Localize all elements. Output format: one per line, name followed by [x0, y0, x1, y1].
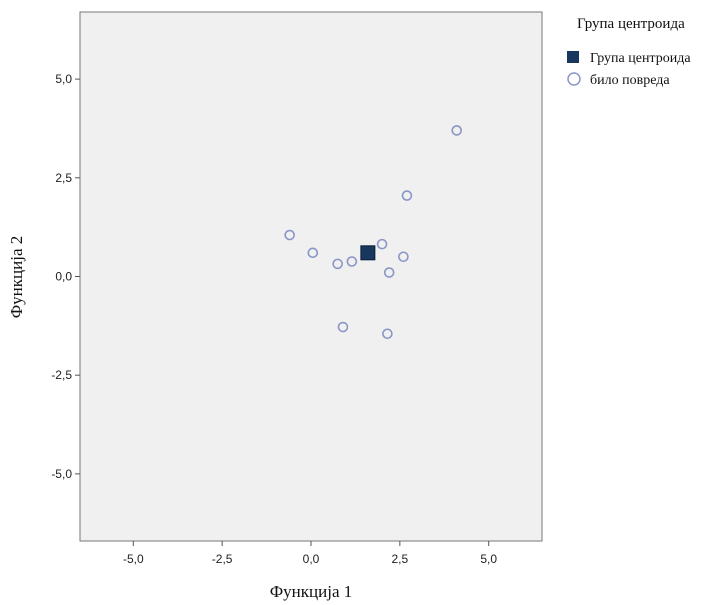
x-tick-label: 5,0 [480, 552, 497, 566]
x-tick-label: -5,0 [123, 552, 144, 566]
data-point [383, 267, 395, 278]
data-point [401, 190, 413, 201]
centroid-marker [360, 245, 376, 261]
y-tick-label: 0,0 [55, 270, 72, 284]
x-axis-title: Функција 1 [270, 582, 353, 601]
data-point [382, 328, 393, 340]
data-point [307, 247, 319, 259]
y-axis-title: Функција 2 [7, 236, 26, 319]
data-point [284, 229, 295, 241]
x-tick-label: 0,0 [303, 552, 320, 566]
plot-area [79, 11, 543, 542]
y-tick-label: -5,0 [51, 467, 72, 481]
data-points [284, 125, 463, 340]
data-point [398, 251, 409, 263]
legend-marker-centroid [567, 51, 579, 63]
data-point [337, 321, 349, 333]
legend-title: Група центроида [577, 16, 685, 32]
data-point [376, 238, 388, 250]
legend-label-centroid: Група центроида [590, 51, 691, 66]
x-tick-label: -2,5 [212, 552, 233, 566]
legend-marker-injury [567, 72, 581, 86]
legend-label-injury: било повреда [590, 73, 670, 88]
y-tick-label: -2,5 [51, 368, 72, 382]
data-point [332, 258, 343, 270]
x-tick-label: 2,5 [392, 552, 409, 566]
legend: Група центроида Група центроида било пов… [567, 16, 691, 88]
y-axis-ticks: -5,0 -2,5 0,0 2,5 5,0 [51, 72, 80, 481]
x-axis-ticks: -5,0 -2,5 0,0 2,5 5,0 [123, 541, 497, 566]
data-point [346, 256, 358, 267]
data-point [451, 125, 463, 136]
y-tick-label: 2,5 [55, 171, 72, 185]
y-tick-label: 5,0 [55, 72, 72, 86]
